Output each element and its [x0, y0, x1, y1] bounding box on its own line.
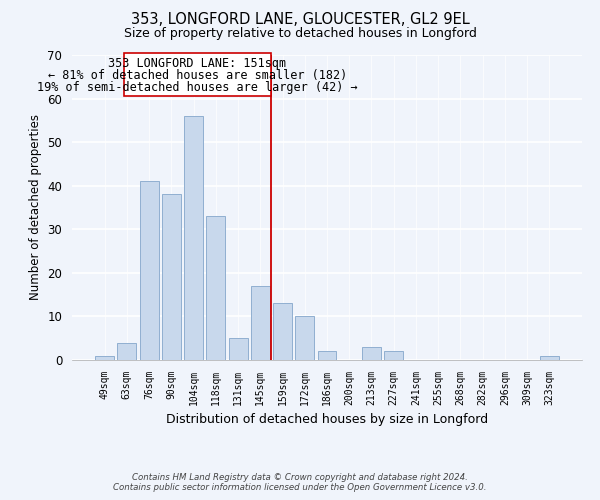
Bar	[251, 286, 270, 360]
FancyBboxPatch shape	[124, 53, 271, 96]
Text: 353, LONGFORD LANE, GLOUCESTER, GL2 9EL: 353, LONGFORD LANE, GLOUCESTER, GL2 9EL	[131, 12, 469, 28]
Bar	[273, 304, 292, 360]
Bar	[362, 347, 381, 360]
Bar	[295, 316, 314, 360]
Bar	[184, 116, 203, 360]
Text: 19% of semi-detached houses are larger (42) →: 19% of semi-detached houses are larger (…	[37, 81, 358, 94]
Text: Contains HM Land Registry data © Crown copyright and database right 2024.
Contai: Contains HM Land Registry data © Crown c…	[113, 473, 487, 492]
Bar	[162, 194, 181, 360]
Bar	[384, 352, 403, 360]
Y-axis label: Number of detached properties: Number of detached properties	[29, 114, 42, 300]
Bar	[118, 342, 136, 360]
Text: ← 81% of detached houses are smaller (182): ← 81% of detached houses are smaller (18…	[48, 69, 347, 82]
Bar	[95, 356, 114, 360]
Bar	[206, 216, 225, 360]
Bar	[540, 356, 559, 360]
Text: 353 LONGFORD LANE: 151sqm: 353 LONGFORD LANE: 151sqm	[109, 57, 287, 70]
X-axis label: Distribution of detached houses by size in Longford: Distribution of detached houses by size …	[166, 414, 488, 426]
Text: Size of property relative to detached houses in Longford: Size of property relative to detached ho…	[124, 28, 476, 40]
Bar	[140, 182, 158, 360]
Bar	[229, 338, 248, 360]
Bar	[317, 352, 337, 360]
